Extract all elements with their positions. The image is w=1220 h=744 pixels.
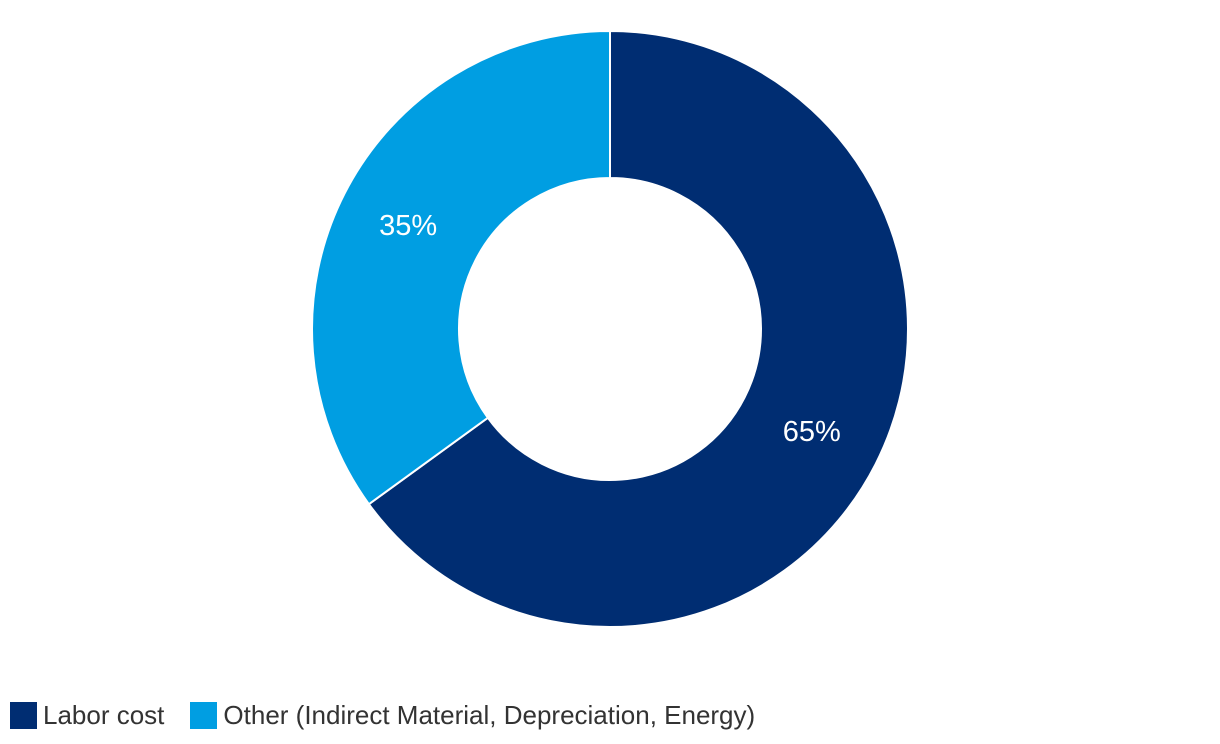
legend-label-labor-cost: Labor cost xyxy=(43,700,165,730)
donut-slice-other-indirect-material-depreciation-energy xyxy=(311,29,611,506)
value-label-labor-cost: 65% xyxy=(783,416,841,448)
legend-item-labor-cost: Labor cost xyxy=(10,701,164,729)
legend-swatch-labor-cost xyxy=(10,701,37,729)
value-label-other-indirect-material-depreciation-energy: 35% xyxy=(379,210,437,242)
legend-item-other: Other (Indirect Material, Depreciation, … xyxy=(190,701,755,729)
chart-legend: Labor cost Other (Indirect Material, Dep… xyxy=(10,701,755,729)
legend-label-other: Other (Indirect Material, Depreciation, … xyxy=(223,700,756,730)
donut-slice-labor-cost xyxy=(367,29,909,628)
legend-swatch-other xyxy=(190,701,218,729)
